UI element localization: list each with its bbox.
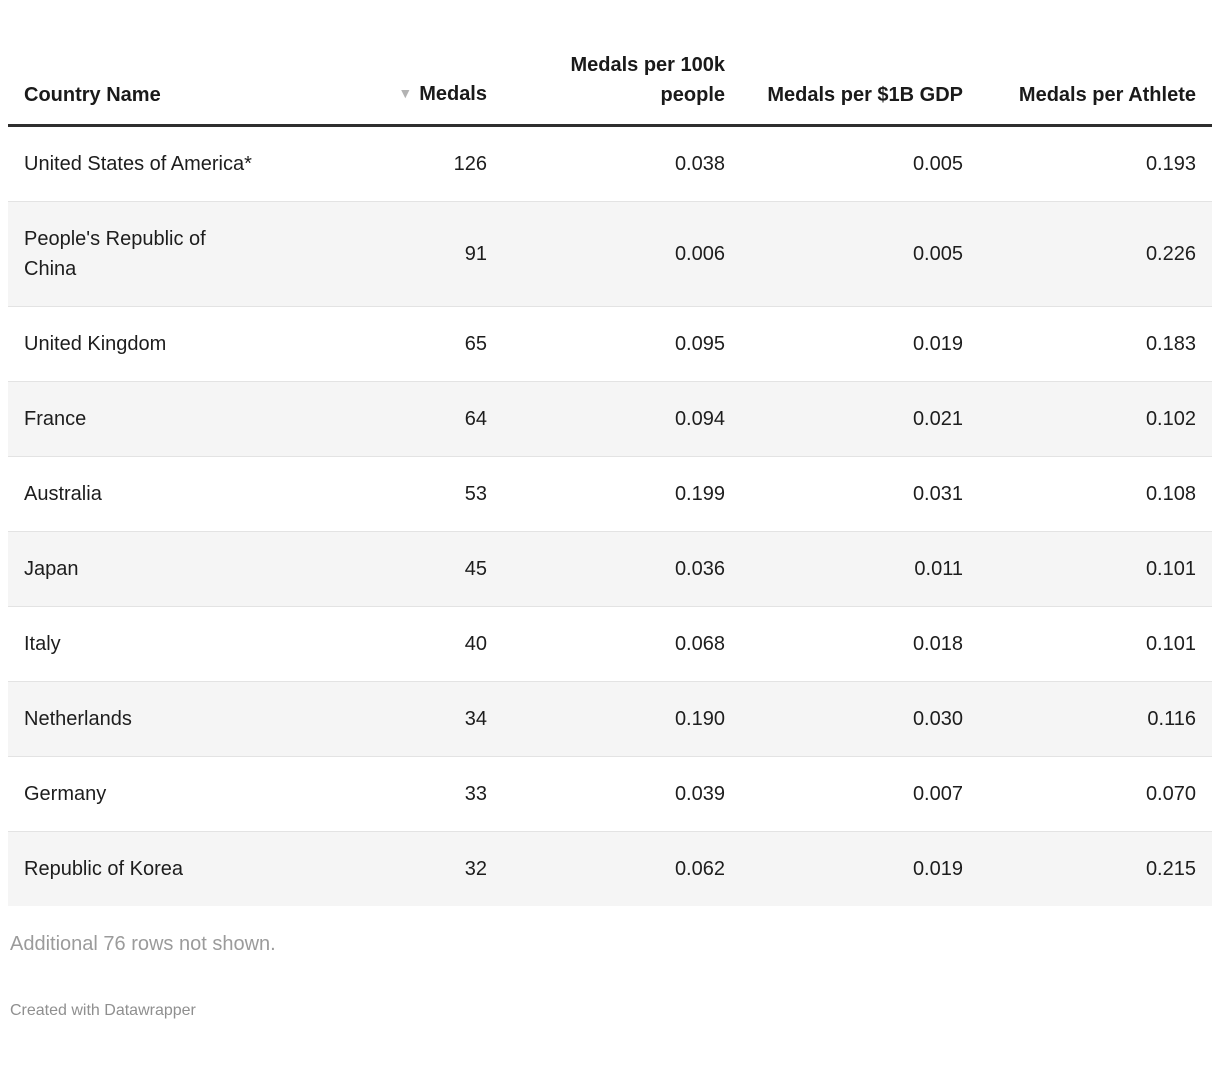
per-gdp-cell: 0.005 xyxy=(912,243,963,265)
country-cell: France xyxy=(24,408,87,430)
header-row: Country Name ▼ Medals Medals per 100k peo… xyxy=(8,8,1212,127)
per-gdp-cell: 0.018 xyxy=(912,633,963,655)
column-header-medals-per-gdp[interactable]: Medals per $1B GDP xyxy=(741,8,979,127)
column-header-medals[interactable]: ▼ Medals xyxy=(273,8,503,127)
per-100k-cell: 0.038 xyxy=(674,153,725,175)
country-cell: Japan xyxy=(24,558,79,580)
per-100k-cell: 0.062 xyxy=(674,858,725,880)
per-100k-cell: 0.006 xyxy=(674,243,725,265)
column-header-label: Country Name xyxy=(24,84,161,106)
table-row: People's Republic of China 91 0.006 0.00… xyxy=(8,201,1212,307)
medals-cell: 64 xyxy=(464,408,487,430)
per-gdp-cell: 0.030 xyxy=(912,708,963,730)
country-cell: Republic of Korea xyxy=(24,858,183,880)
medals-cell: 91 xyxy=(464,243,487,265)
table-row: Netherlands 34 0.190 0.030 0.116 xyxy=(8,681,1212,757)
per-100k-cell: 0.068 xyxy=(674,633,725,655)
table-row: United States of America* 126 0.038 0.00… xyxy=(8,126,1212,202)
medals-table: Country Name ▼ Medals Medals per 100k peo… xyxy=(8,8,1212,906)
per-athlete-cell: 0.215 xyxy=(1145,858,1196,880)
table-row: Italy 40 0.068 0.018 0.101 xyxy=(8,606,1212,682)
country-cell: People's Republic of China xyxy=(24,228,206,280)
column-header-label: Medals per Athlete xyxy=(1018,84,1196,106)
medals-cell: 34 xyxy=(464,708,487,730)
medals-cell: 126 xyxy=(453,153,487,175)
country-cell: Netherlands xyxy=(24,708,132,730)
per-100k-cell: 0.036 xyxy=(674,558,725,580)
table-row: Republic of Korea 32 0.062 0.019 0.215 xyxy=(8,831,1212,906)
per-athlete-cell: 0.101 xyxy=(1145,558,1196,580)
column-header-label: Medals per 100k people xyxy=(570,54,725,106)
table-row: United Kingdom 65 0.095 0.019 0.183 xyxy=(8,306,1212,382)
per-gdp-cell: 0.011 xyxy=(914,558,963,580)
rows-not-shown-note: Additional 76 rows not shown. xyxy=(10,933,276,955)
table-row: Germany 33 0.039 0.007 0.070 xyxy=(8,756,1212,832)
per-athlete-cell: 0.101 xyxy=(1145,633,1196,655)
per-athlete-cell: 0.183 xyxy=(1145,333,1196,355)
per-100k-cell: 0.094 xyxy=(674,408,725,430)
medals-cell: 45 xyxy=(464,558,487,580)
per-gdp-cell: 0.021 xyxy=(912,408,963,430)
per-athlete-cell: 0.070 xyxy=(1145,783,1196,805)
country-cell: Australia xyxy=(24,483,102,505)
country-cell: Italy xyxy=(24,633,61,655)
datawrapper-attribution: Created with Datawrapper xyxy=(10,1002,196,1019)
column-header-medals-per-athlete[interactable]: Medals per Athlete xyxy=(979,8,1212,127)
per-gdp-cell: 0.019 xyxy=(912,333,963,355)
table-row: France 64 0.094 0.021 0.102 xyxy=(8,381,1212,457)
country-cell: United States of America* xyxy=(24,153,252,175)
country-cell: Germany xyxy=(24,783,107,805)
per-100k-cell: 0.190 xyxy=(674,708,725,730)
per-gdp-cell: 0.007 xyxy=(912,783,963,805)
column-header-medals-per-100k[interactable]: Medals per 100k people xyxy=(503,8,741,127)
per-athlete-cell: 0.102 xyxy=(1145,408,1196,430)
medals-cell: 40 xyxy=(464,633,487,655)
medals-cell: 33 xyxy=(464,783,487,805)
medals-cell: 65 xyxy=(464,333,487,355)
per-100k-cell: 0.199 xyxy=(674,483,725,505)
per-athlete-cell: 0.226 xyxy=(1145,243,1196,265)
sort-descending-icon: ▼ xyxy=(398,85,413,101)
table-header: Country Name ▼ Medals Medals per 100k peo… xyxy=(8,8,1212,127)
medals-cell: 53 xyxy=(464,483,487,505)
per-athlete-cell: 0.108 xyxy=(1145,483,1196,505)
per-athlete-cell: 0.116 xyxy=(1147,708,1196,730)
table-row: Japan 45 0.036 0.011 0.101 xyxy=(8,531,1212,607)
country-cell: United Kingdom xyxy=(24,333,167,355)
medals-cell: 32 xyxy=(464,858,487,880)
per-gdp-cell: 0.031 xyxy=(912,483,963,505)
column-header-label: Medals xyxy=(419,83,487,105)
table-row: Australia 53 0.199 0.031 0.108 xyxy=(8,456,1212,532)
per-gdp-cell: 0.005 xyxy=(912,153,963,175)
per-100k-cell: 0.039 xyxy=(674,783,725,805)
table-body: United States of America* 126 0.038 0.00… xyxy=(8,126,1212,906)
per-gdp-cell: 0.019 xyxy=(912,858,963,880)
per-athlete-cell: 0.193 xyxy=(1145,153,1196,175)
column-header-label: Medals per $1B GDP xyxy=(767,84,963,106)
per-100k-cell: 0.095 xyxy=(674,333,725,355)
column-header-country-name[interactable]: Country Name xyxy=(8,8,273,127)
